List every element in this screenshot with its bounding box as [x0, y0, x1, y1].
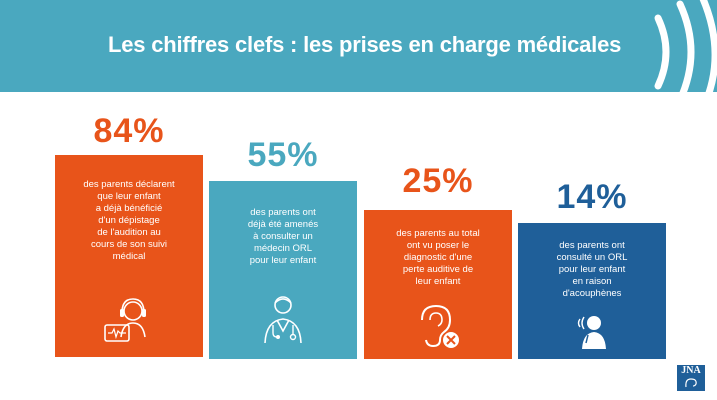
stat-card-2: des parents ont déjà été amenés à consul… — [209, 181, 357, 359]
stat-percent-1: 84% — [93, 112, 165, 150]
stat-percent-3: 25% — [402, 162, 474, 200]
sound-waves-icon — [654, 0, 717, 110]
stat-description-3: des parents au total ont vu poser le dia… — [396, 228, 480, 287]
stat-percent-4: 14% — [556, 178, 628, 216]
stat-card-1: des parents déclarent que leur enfant a … — [55, 155, 203, 357]
ear-logo-icon — [685, 378, 697, 388]
stat-description-1: des parents déclarent que leur enfant a … — [83, 179, 175, 262]
stat-description-4: des parents ont consulté un ORL pour leu… — [556, 240, 628, 299]
stat-description-2: des parents ont déjà été amenés à consul… — [247, 207, 319, 266]
jna-logo: JNA — [677, 365, 705, 391]
stat-card-4: des parents ont consulté un ORL pour leu… — [518, 223, 666, 359]
hearing-test-icon — [104, 298, 146, 342]
page-title: Les chiffres clefs : les prises en charg… — [108, 32, 622, 57]
tinnitus-icon — [577, 316, 606, 349]
header-banner: Les chiffres clefs : les prises en charg… — [0, 0, 717, 110]
stat-card-3: des parents au total ont vu poser le dia… — [364, 210, 512, 359]
stat-percent-2: 55% — [247, 136, 319, 174]
doctor-icon — [264, 296, 302, 344]
hearing-loss-icon — [421, 304, 459, 348]
